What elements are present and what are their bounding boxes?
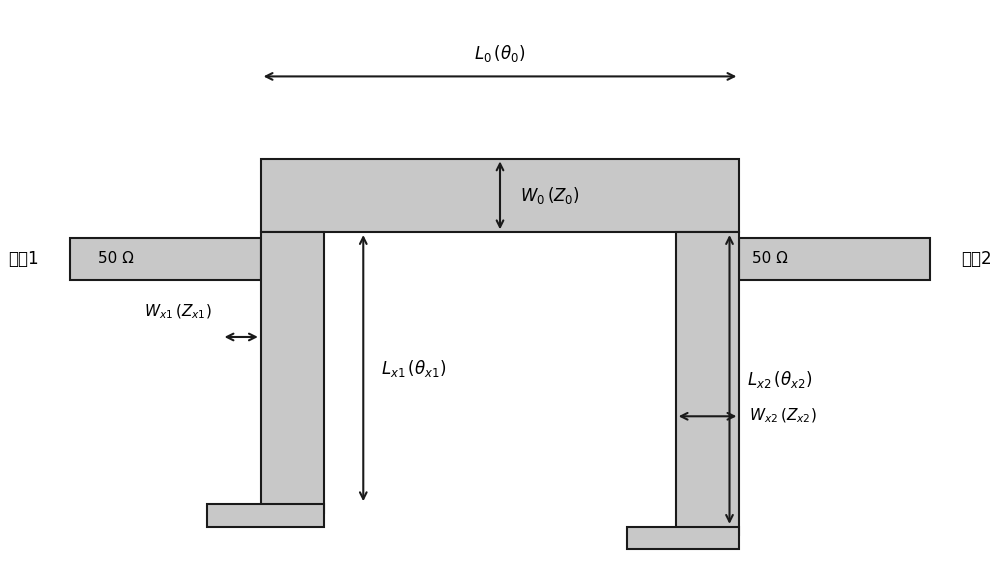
Text: $W_0\,(Z_0)$: $W_0\,(Z_0)$ <box>520 185 579 206</box>
Bar <box>627 527 739 549</box>
Text: 50 Ω: 50 Ω <box>98 251 134 267</box>
Text: $L_{x1}\,(\theta_{x1})$: $L_{x1}\,(\theta_{x1})$ <box>381 358 446 379</box>
Bar <box>70 238 261 280</box>
Bar <box>207 504 324 527</box>
Text: 50 Ω: 50 Ω <box>752 251 788 267</box>
Bar <box>261 158 739 232</box>
Text: 端口1: 端口1 <box>8 250 39 268</box>
Text: $L_{x2}\,(\theta_{x2})$: $L_{x2}\,(\theta_{x2})$ <box>747 369 812 390</box>
Bar <box>676 232 739 535</box>
Bar <box>261 232 324 513</box>
Text: $L_0\,(\theta_0)$: $L_0\,(\theta_0)$ <box>474 43 526 64</box>
Text: $W_{x2}\,(Z_{x2})$: $W_{x2}\,(Z_{x2})$ <box>749 407 817 426</box>
Text: 端口2: 端口2 <box>961 250 992 268</box>
Text: $W_{x1}\,(Z_{x1})$: $W_{x1}\,(Z_{x1})$ <box>144 303 212 321</box>
Bar <box>739 238 930 280</box>
